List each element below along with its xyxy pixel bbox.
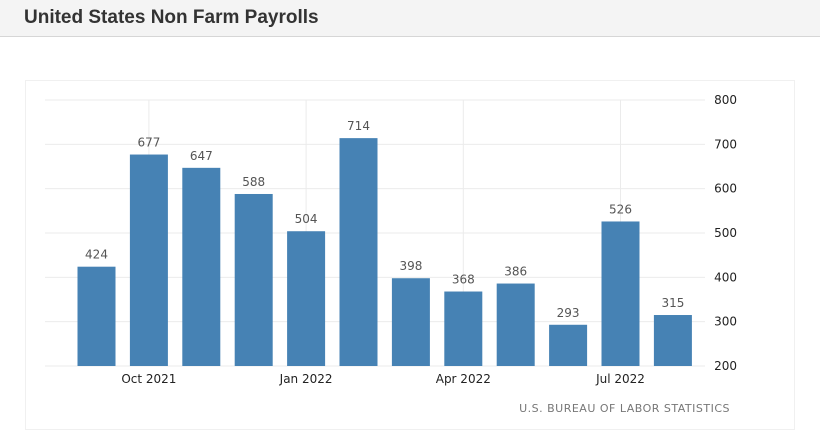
data-label: 677 (137, 136, 160, 150)
data-label: 368 (452, 273, 475, 287)
bar (444, 291, 483, 366)
bar (549, 324, 588, 366)
x-tick-label: Jan 2022 (279, 372, 333, 386)
bar (601, 221, 640, 366)
data-label: 504 (295, 212, 318, 226)
x-tick-label: Jul 2022 (595, 372, 645, 386)
data-label: 424 (85, 248, 108, 262)
x-tick-label: Oct 2021 (121, 372, 176, 386)
bar (339, 138, 378, 366)
bar (496, 283, 535, 366)
y-tick-label: 400 (714, 270, 737, 284)
y-tick-label: 700 (714, 137, 737, 151)
bar (234, 193, 273, 366)
bar (77, 266, 116, 366)
data-label: 386 (504, 265, 527, 279)
y-tick-label: 300 (714, 315, 737, 329)
data-label: 647 (190, 149, 213, 163)
data-label: 526 (609, 202, 632, 216)
y-tick-label: 200 (714, 359, 737, 373)
bar (182, 167, 221, 366)
chart-header: United States Non Farm Payrolls (0, 0, 820, 37)
bar (287, 231, 326, 366)
page-title: United States Non Farm Payrolls (24, 7, 319, 28)
y-tick-label: 800 (714, 93, 737, 107)
bar (391, 278, 430, 366)
source-label: U.S. BUREAU OF LABOR STATISTICS (519, 402, 730, 415)
data-label: 714 (347, 119, 370, 133)
y-tick-label: 600 (714, 182, 737, 196)
x-tick-label: Apr 2022 (436, 372, 491, 386)
bar (129, 154, 168, 366)
data-label: 315 (661, 296, 684, 310)
y-tick-label: 500 (714, 226, 737, 240)
data-label: 588 (242, 175, 265, 189)
data-label: 398 (399, 259, 422, 273)
bar (653, 315, 692, 366)
data-label: 293 (557, 306, 580, 320)
